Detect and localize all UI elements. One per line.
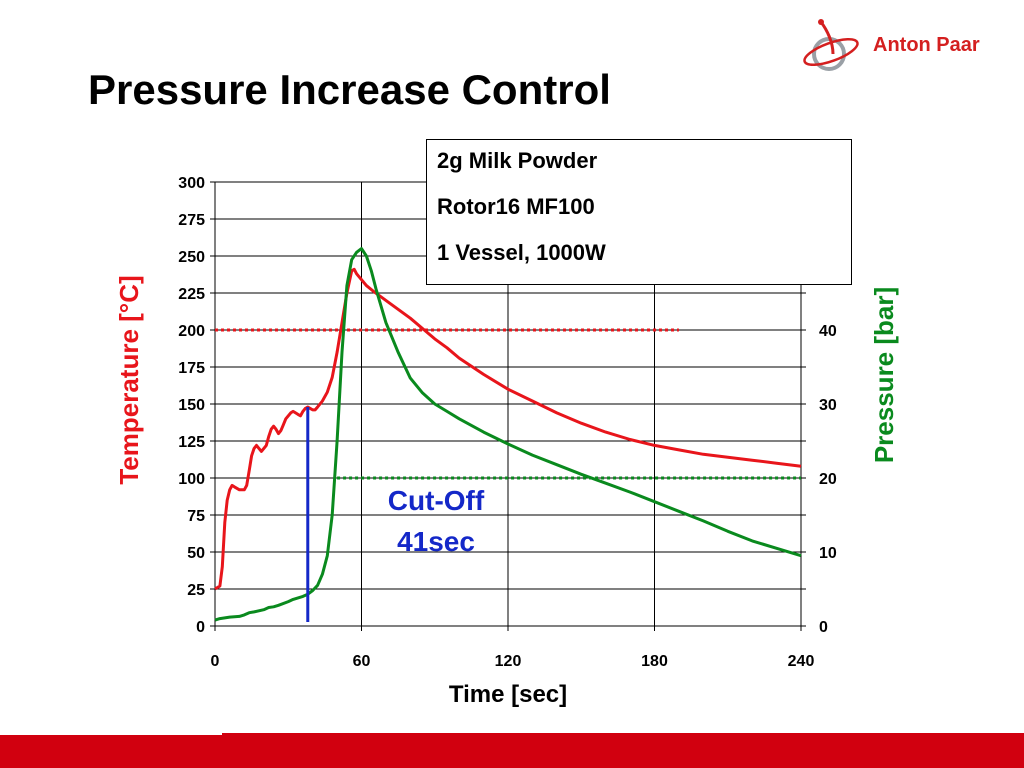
y-axis-title: Temperature [°C] [114,275,144,484]
y-tick-label: 200 [178,323,205,340]
y-tick-label: 100 [178,471,205,488]
logo-text: Anton Paar [873,34,980,56]
cutoff-annotation-label: Cut-Off [388,485,485,516]
y-tick-label: 50 [187,545,205,562]
y-tick-label: 75 [187,508,205,525]
y2-tick-label: 30 [819,397,837,414]
x-tick-label: 240 [788,653,815,670]
y-tick-label: 275 [178,212,205,229]
y-tick-label: 125 [178,434,205,451]
x-tick-label: 180 [641,653,668,670]
y-tick-label: 25 [187,582,205,599]
pressure-series-line [214,247,802,622]
info-line-sample: 2g Milk Powder [437,148,598,173]
x-tick-label: 0 [211,653,220,670]
y-tick-label: 225 [178,286,205,303]
cutoff-annotation-time: 41sec [397,526,475,557]
info-line-rotor: Rotor16 MF100 [437,194,595,219]
y2-tick-label: 20 [819,471,837,488]
y2-tick-label: 0 [819,619,828,636]
slide-title: Pressure Increase Control [88,66,611,113]
y-tick-label: 0 [196,619,205,636]
x-axis-title: Time [sec] [449,681,567,708]
anton-paar-logo-icon [803,19,859,71]
anton-paar-logo: Anton Paar [793,14,1013,80]
x-tick-label: 60 [353,653,371,670]
info-box: 2g Milk Powder Rotor16 MF100 1 Vessel, 1… [426,139,852,285]
x-tick-label: 120 [495,653,522,670]
y-tick-label: 300 [178,175,205,192]
y-tick-label: 150 [178,397,205,414]
y-tick-label: 250 [178,249,205,266]
y2-tick-label: 40 [819,323,837,340]
y-tick-label: 175 [178,360,205,377]
temperature-series-line [214,267,802,591]
pressure-temperature-chart: 0255075100125150175200225250275300010203… [114,175,899,708]
y2-axis-title: Pressure [bar] [869,287,899,463]
y2-tick-label: 10 [819,545,837,562]
footer-bar [0,733,1024,768]
info-line-vessel-power: 1 Vessel, 1000W [437,240,606,265]
footer-accent [0,733,222,735]
